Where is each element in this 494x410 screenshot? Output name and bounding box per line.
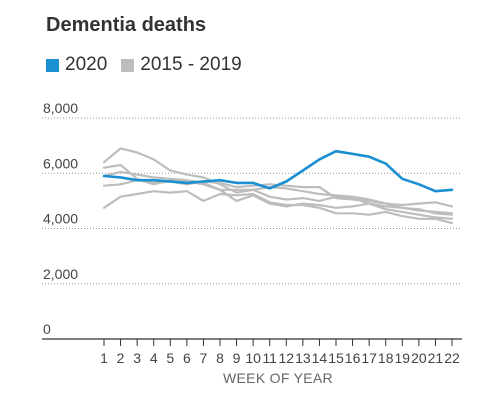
x-tick-label: 14 — [312, 350, 328, 366]
legend-label-2015-2019: 2015 - 2019 — [140, 54, 242, 75]
x-tick-label: 18 — [378, 350, 394, 366]
y-tick-label: 4,000 — [43, 211, 78, 227]
x-tick-label: 2 — [117, 350, 125, 366]
legend-swatch-2015-2019 — [121, 58, 135, 72]
x-tick-label: 12 — [278, 350, 294, 366]
x-tick-label: 1 — [100, 350, 108, 366]
x-tick-label: 5 — [166, 350, 174, 366]
chart-title: Dementia deaths — [46, 14, 207, 36]
x-tick-label: 20 — [411, 350, 427, 366]
legend-item-2015-2019: 2015 - 2019 — [121, 54, 242, 76]
series-line-2015-2019 — [102, 170, 454, 216]
x-tick-label: 4 — [150, 350, 158, 366]
x-tick-label: 16 — [345, 350, 361, 366]
x-tick-label: 10 — [245, 350, 261, 366]
x-tick-label: 8 — [216, 350, 224, 366]
x-tick-label: 6 — [183, 350, 191, 366]
x-tick-label: 9 — [233, 350, 241, 366]
x-tick-label: 7 — [200, 350, 208, 366]
x-tick-label: 21 — [428, 350, 444, 366]
y-tick-label: 2,000 — [43, 266, 78, 282]
y-tick-label: 0 — [43, 321, 51, 337]
x-tick-label: 15 — [328, 350, 344, 366]
x-tick-label: 19 — [394, 350, 410, 366]
legend-label-2020: 2020 — [65, 54, 108, 75]
y-tick-label: 6,000 — [43, 155, 78, 171]
series-line-2015-2019 — [102, 147, 454, 215]
x-tick-label: 17 — [361, 350, 377, 366]
y-tick-label: 8,000 — [43, 100, 78, 116]
legend: 2020 2015 - 2019 — [46, 54, 256, 76]
x-tick-label: 13 — [295, 350, 311, 366]
x-tick-label: 11 — [262, 350, 277, 366]
series-line-2020 — [102, 149, 454, 193]
x-tick-label: 22 — [444, 350, 460, 366]
legend-swatch-2020 — [46, 58, 59, 72]
x-axis-label: WEEK OF YEAR — [223, 370, 333, 386]
legend-item-2020: 2020 — [46, 54, 107, 76]
x-tick-label: 3 — [133, 350, 141, 366]
series-line-2015-2019 — [102, 190, 454, 225]
